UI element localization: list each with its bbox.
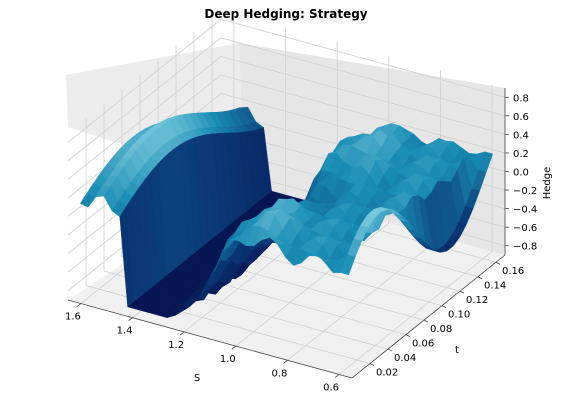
y-tick-mark	[459, 290, 465, 294]
z-tick-label: −0.8	[513, 242, 537, 253]
y-axis-ticks: 0.02 0.04 0.06 0.08 0.10 0.12 0.14 0.16	[369, 261, 524, 379]
z-axis-label: Hedge	[542, 167, 553, 200]
y-tick-mark	[405, 334, 411, 337]
x-tick-label: 1.0	[220, 354, 236, 365]
y-tick-label: 0.16	[502, 266, 524, 277]
y-tick-label: 0.06	[412, 339, 434, 350]
x-tick-label: 1.4	[117, 326, 133, 337]
y-grid-line	[103, 104, 389, 350]
z-tick-label: 0.2	[513, 149, 529, 160]
y-tick-label: 0.02	[376, 368, 398, 379]
x-tick-mark	[76, 303, 82, 307]
z-tick-label: 0.0	[513, 168, 529, 179]
surface-facet	[340, 254, 356, 276]
x-axis-label: S	[194, 373, 200, 384]
x-tick-mark	[128, 317, 133, 322]
z-tick-label: −0.6	[513, 223, 537, 234]
z-axis-ticks: −0.8 −0.6 −0.4 −0.2 0.0 0.2 0.4 0.6 0.8	[505, 93, 537, 253]
z-tick-label: −0.2	[513, 186, 537, 197]
chart-title: Deep Hedging: Strategy	[204, 7, 367, 21]
z-tick-label: 0.8	[513, 93, 529, 104]
y-tick-mark	[495, 261, 501, 265]
y-tick-mark	[387, 348, 393, 352]
y-tick-mark	[477, 276, 483, 280]
x-tick-mark	[334, 374, 340, 378]
surface-plot	[79, 106, 494, 318]
z-grid-line	[67, 18, 506, 143]
y-tick-mark	[369, 363, 375, 366]
y-tick-mark	[441, 305, 447, 309]
x-tick-mark	[283, 359, 288, 364]
x-axis-ticks: 1.6 1.4 1.2 1.0 0.8 0.6	[65, 303, 340, 393]
x-axis-line	[67, 299, 353, 379]
y-axis-line	[351, 254, 506, 379]
x-tick-label: 0.8	[272, 368, 288, 379]
y-tick-label: 0.12	[466, 295, 488, 306]
y-tick-mark	[423, 319, 429, 323]
y-tick-label: 0.08	[430, 324, 452, 335]
z-grid-line	[67, 55, 506, 180]
x-grid-line	[235, 56, 390, 347]
x-tick-mark	[231, 345, 237, 350]
x-tick-label: 1.6	[65, 312, 81, 323]
z-tick-label: 0.4	[513, 130, 529, 141]
y-grid-line	[121, 89, 407, 335]
y-tick-label: 0.10	[448, 310, 470, 321]
x-tick-label: 1.2	[168, 340, 184, 351]
y-grid-line	[85, 118, 371, 364]
z-tick-label: 0.6	[513, 112, 529, 123]
z-grid-line	[67, 37, 506, 162]
x-grid-line	[338, 84, 493, 375]
x-tick-label: 0.6	[323, 382, 339, 393]
x-tick-mark	[179, 331, 185, 336]
y-tick-label: 0.04	[394, 353, 416, 364]
y-tick-label: 0.14	[484, 281, 506, 292]
z-tick-label: −0.4	[513, 205, 537, 216]
y-axis-label: t	[455, 345, 459, 356]
